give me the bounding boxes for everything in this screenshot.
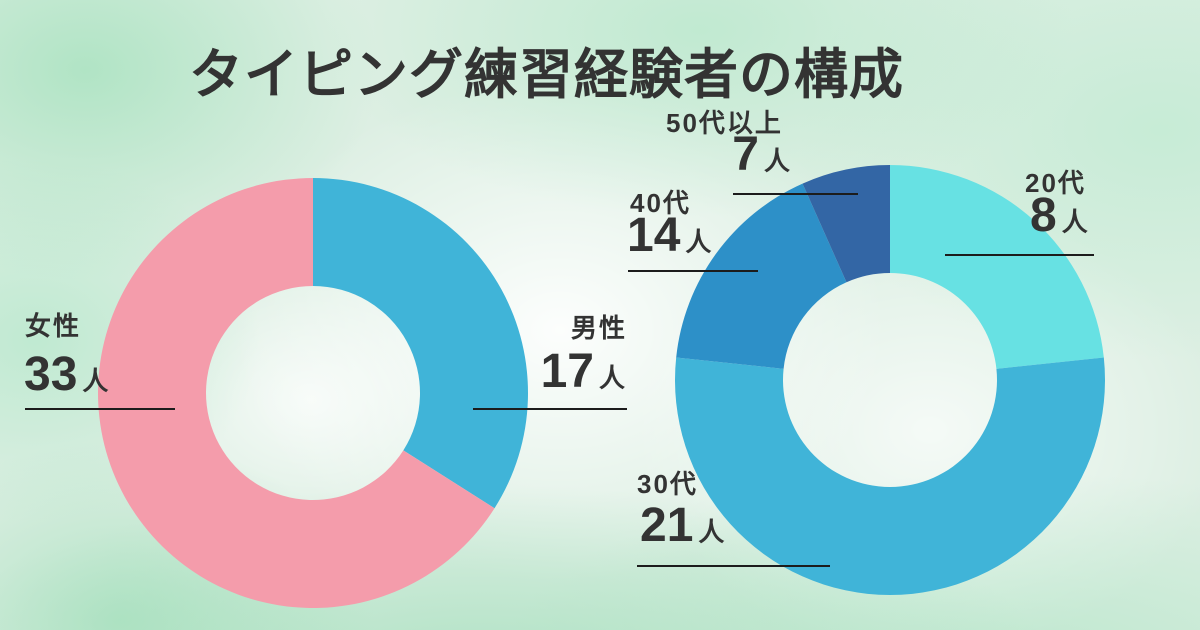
label-female-name: 女性 bbox=[25, 311, 82, 341]
age30-count: 21 bbox=[640, 499, 694, 552]
donut-segment-男性 bbox=[313, 178, 528, 509]
leader-line-female bbox=[25, 408, 175, 410]
leader-line-age20 bbox=[945, 254, 1094, 256]
donut-segment-女性 bbox=[97, 178, 495, 608]
label-age40-value: 14 人 bbox=[627, 212, 711, 260]
age20-count: 8 bbox=[1030, 189, 1057, 242]
age20-unit: 人 bbox=[1061, 207, 1088, 237]
age40-count: 14 bbox=[627, 209, 681, 262]
donut-segment-40代 bbox=[676, 183, 847, 369]
gender-donut-chart bbox=[97, 178, 528, 608]
label-age20-name: 20代 bbox=[1025, 168, 1086, 198]
label-female-value: 33 人 bbox=[24, 351, 108, 399]
leader-line-age30 bbox=[637, 565, 830, 567]
female-unit: 人 bbox=[82, 366, 109, 396]
leader-line-male bbox=[473, 408, 627, 410]
label-age30-name: 30代 bbox=[637, 469, 698, 499]
age30-unit: 人 bbox=[698, 517, 725, 547]
label-male-value: 17 人 bbox=[541, 348, 625, 396]
age-donut-chart bbox=[675, 165, 1105, 595]
label-age30-value: 21 人 bbox=[640, 502, 724, 550]
male-unit: 人 bbox=[598, 363, 625, 393]
male-count: 17 bbox=[540, 345, 594, 398]
age40-unit: 人 bbox=[685, 227, 712, 257]
leader-line-age50 bbox=[733, 193, 858, 195]
age50-count: 7 bbox=[732, 128, 759, 181]
donut-segment-30代 bbox=[675, 357, 1105, 595]
age50-unit: 人 bbox=[763, 146, 790, 176]
donut-segment-20代 bbox=[890, 165, 1104, 369]
page-title: タイピング練習経験者の構成 bbox=[189, 45, 904, 105]
label-age40-name: 40代 bbox=[630, 188, 691, 218]
female-count: 33 bbox=[24, 348, 78, 401]
label-male-name: 男性 bbox=[570, 313, 627, 343]
label-age50-value: 7 人 bbox=[732, 131, 790, 179]
leader-line-age40 bbox=[628, 270, 758, 272]
label-age50-name: 50代以上 bbox=[666, 108, 783, 138]
label-age20-value: 8 人 bbox=[1030, 192, 1088, 240]
